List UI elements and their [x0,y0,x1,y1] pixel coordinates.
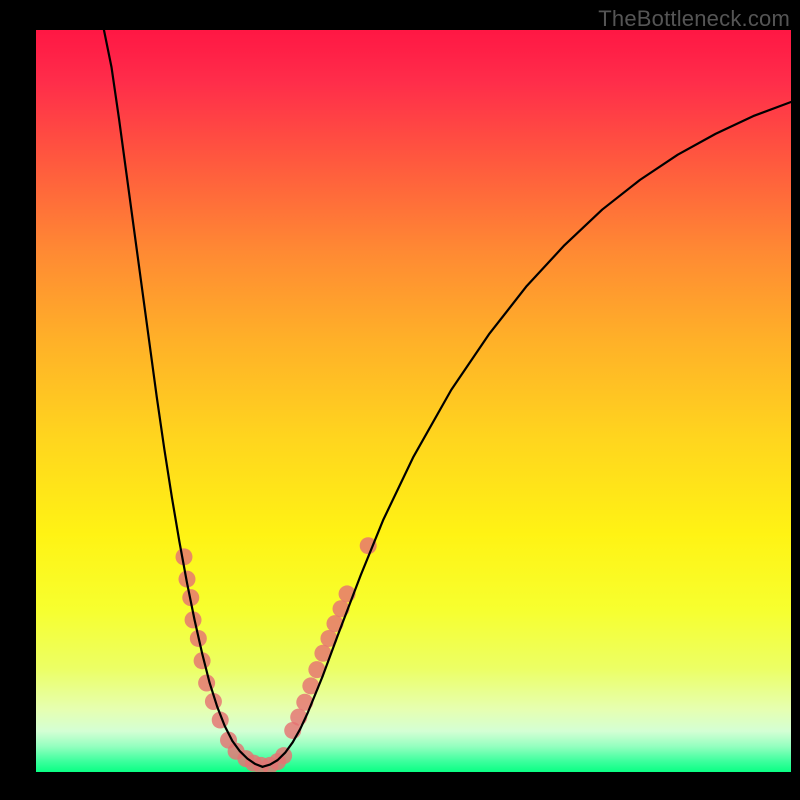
chart-plot-area [36,30,791,772]
watermark-text: TheBottleneck.com [598,6,790,32]
chart-container [36,30,791,772]
chart-svg [36,30,791,772]
chart-background [36,30,791,772]
